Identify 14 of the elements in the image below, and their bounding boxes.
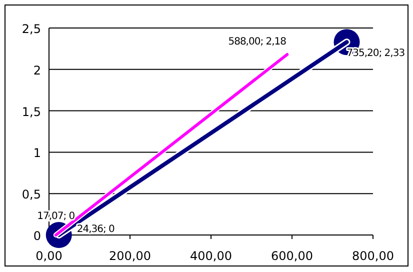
y-tick-label: 1,5: [22, 104, 41, 119]
x-tick-label: 0,00: [36, 249, 62, 263]
y-tick-label: 1: [33, 146, 41, 160]
y-tick-label: 2: [33, 63, 41, 78]
data-label: 735,20; 2,33: [346, 48, 405, 60]
x-tick-label: 400,00: [190, 249, 232, 263]
x-tick-label: 800,00: [352, 249, 394, 263]
x-tick-label: 600,00: [271, 249, 313, 263]
y-tick-label: 0,5: [22, 188, 41, 202]
data-label: 588,00; 2,18: [228, 36, 286, 48]
data-label: 24,36; 0: [76, 224, 115, 235]
y-tick-label: 0: [33, 229, 41, 243]
x-tick-label: 200,00: [109, 249, 151, 263]
y-tick-label: 2,5: [22, 22, 41, 36]
